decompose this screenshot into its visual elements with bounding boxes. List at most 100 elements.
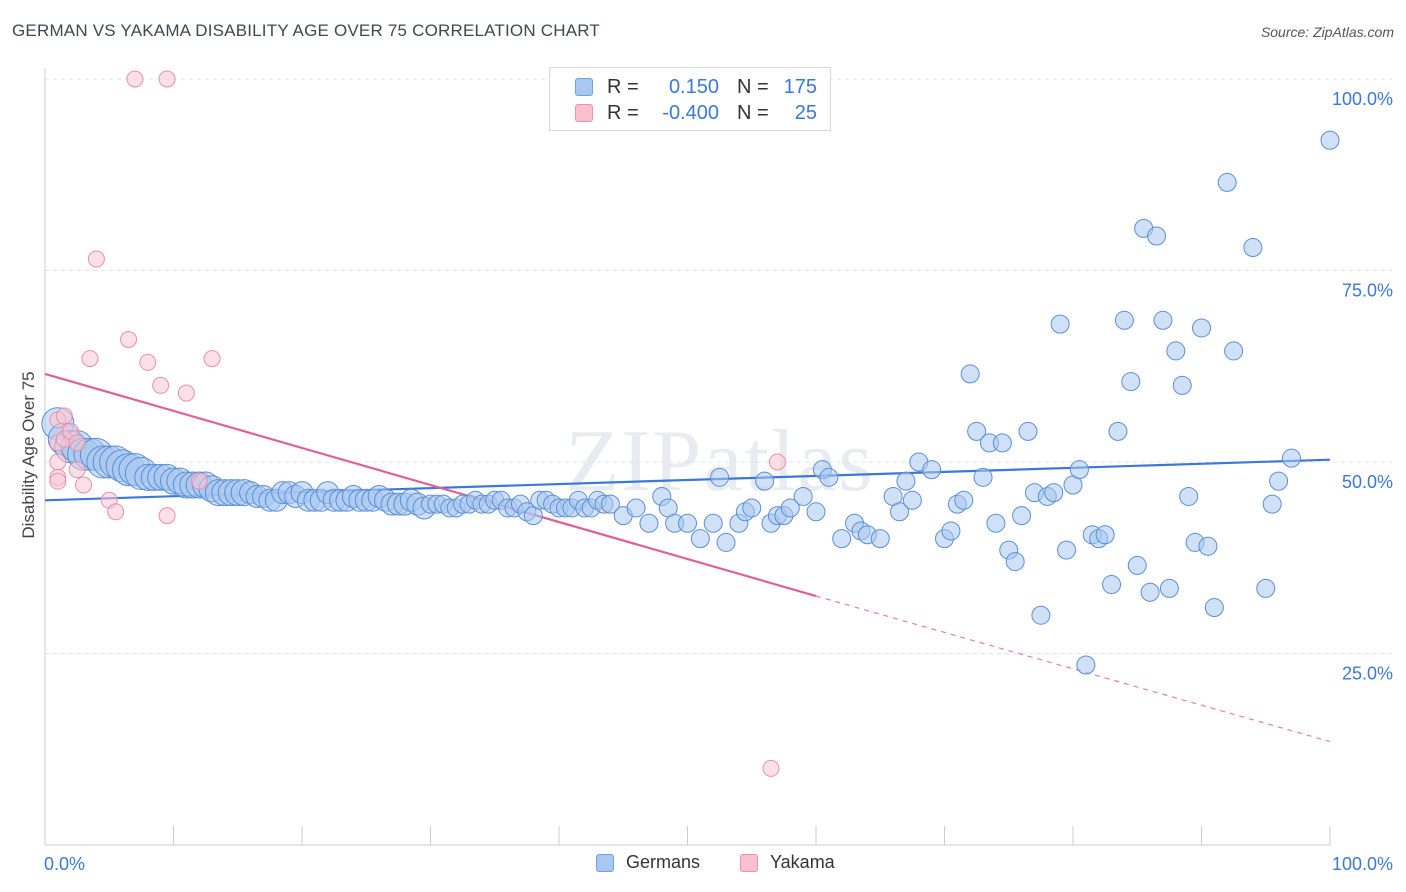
data-point	[1256, 578, 1276, 598]
data-point	[960, 364, 980, 384]
legend: R = 0.150 N = 175 R = -0.400 N = 25	[549, 67, 831, 131]
data-point	[1243, 238, 1263, 258]
n-value: 25	[794, 101, 817, 124]
x-tick-label: 0.0%	[44, 854, 85, 874]
data-point	[780, 498, 800, 518]
data-point	[626, 498, 646, 518]
r-label: R =	[607, 101, 639, 124]
data-point	[1095, 525, 1115, 545]
data-point	[1012, 506, 1032, 526]
data-point	[1031, 605, 1051, 625]
x-tick-label: 100.0%	[1332, 854, 1393, 874]
axes	[44, 68, 1331, 846]
data-point	[87, 250, 105, 268]
data-point	[896, 471, 916, 491]
data-point	[986, 513, 1006, 533]
data-point	[1179, 486, 1199, 506]
data-point	[190, 472, 208, 490]
data-point	[55, 407, 73, 425]
data-point	[890, 502, 910, 522]
data-point	[203, 350, 221, 368]
data-point	[755, 471, 775, 491]
source-label: Source: ZipAtlas.com	[1260, 24, 1394, 40]
y-tick-label: 100.0%	[1332, 89, 1393, 109]
data-point	[81, 350, 99, 368]
y-tick-label: 75.0%	[1342, 281, 1393, 301]
y-tick-label: 25.0%	[1342, 664, 1393, 684]
data-point	[68, 461, 86, 479]
data-point	[49, 472, 67, 490]
data-point	[762, 759, 780, 777]
y-axis-label: Disability Age Over 75	[19, 371, 38, 538]
legend-label: Germans	[626, 852, 701, 872]
data-point	[639, 513, 659, 533]
data-point	[1159, 578, 1179, 598]
data-point	[126, 70, 144, 88]
data-point	[1114, 310, 1134, 330]
data-point	[742, 498, 762, 518]
data-point	[710, 467, 730, 487]
data-point	[1127, 555, 1147, 575]
yakama-points	[49, 70, 786, 777]
data-point	[1262, 494, 1282, 514]
data-point	[1102, 575, 1122, 595]
n-value: 175	[783, 75, 817, 98]
data-point	[1005, 552, 1025, 572]
n-label: N =	[737, 101, 769, 124]
data-point	[158, 507, 176, 525]
data-point	[1198, 536, 1218, 556]
data-point	[967, 421, 987, 441]
data-point	[806, 502, 826, 522]
germans-swatch	[575, 78, 593, 96]
germans-points	[41, 130, 1340, 675]
data-point	[1269, 471, 1289, 491]
data-point	[1281, 448, 1301, 468]
tick-labels: 25.0% 50.0% 75.0% 100.0% 0.0% 100.0%	[44, 89, 1393, 874]
data-point	[1069, 460, 1089, 480]
data-point	[992, 433, 1012, 453]
data-point	[703, 513, 723, 533]
n-label: N =	[737, 75, 769, 98]
data-point	[1057, 540, 1077, 560]
data-point	[152, 376, 170, 394]
data-point	[1217, 172, 1237, 192]
data-point	[716, 532, 736, 552]
data-point	[1166, 341, 1186, 361]
data-point	[49, 453, 67, 471]
gridlines	[45, 78, 1392, 654]
data-point	[793, 486, 813, 506]
chart-title: GERMAN VS YAKAMA DISABILITY AGE OVER 75 …	[12, 21, 600, 40]
data-point	[768, 453, 786, 471]
data-point	[1320, 130, 1340, 150]
data-point	[832, 529, 852, 549]
data-point	[139, 353, 157, 371]
legend-item-yakama[interactable]: Yakama	[740, 852, 835, 873]
data-point	[158, 70, 176, 88]
data-point	[870, 529, 890, 549]
data-point	[902, 490, 922, 510]
data-point	[954, 490, 974, 510]
data-point	[1018, 421, 1038, 441]
data-point	[1076, 655, 1096, 675]
data-point	[1172, 375, 1192, 395]
data-point	[1147, 226, 1167, 246]
r-label: R =	[607, 75, 639, 98]
r-value: 0.150	[668, 75, 719, 98]
data-point	[690, 529, 710, 549]
legend-row-yakama: R = -0.400 N = 25	[575, 101, 817, 125]
bottom-legend: Germans Yakama	[0, 852, 1406, 878]
data-point	[1224, 341, 1244, 361]
data-point	[600, 494, 620, 514]
data-point	[120, 330, 138, 348]
data-point	[177, 384, 195, 402]
data-point	[1044, 483, 1064, 503]
legend-label: Yakama	[770, 852, 835, 872]
data-point	[1153, 310, 1173, 330]
data-point	[68, 434, 86, 452]
data-point	[1140, 582, 1160, 602]
yakama-swatch	[740, 853, 758, 872]
data-point	[75, 476, 93, 494]
legend-item-germans[interactable]: Germans	[596, 852, 700, 873]
data-point	[941, 521, 961, 541]
